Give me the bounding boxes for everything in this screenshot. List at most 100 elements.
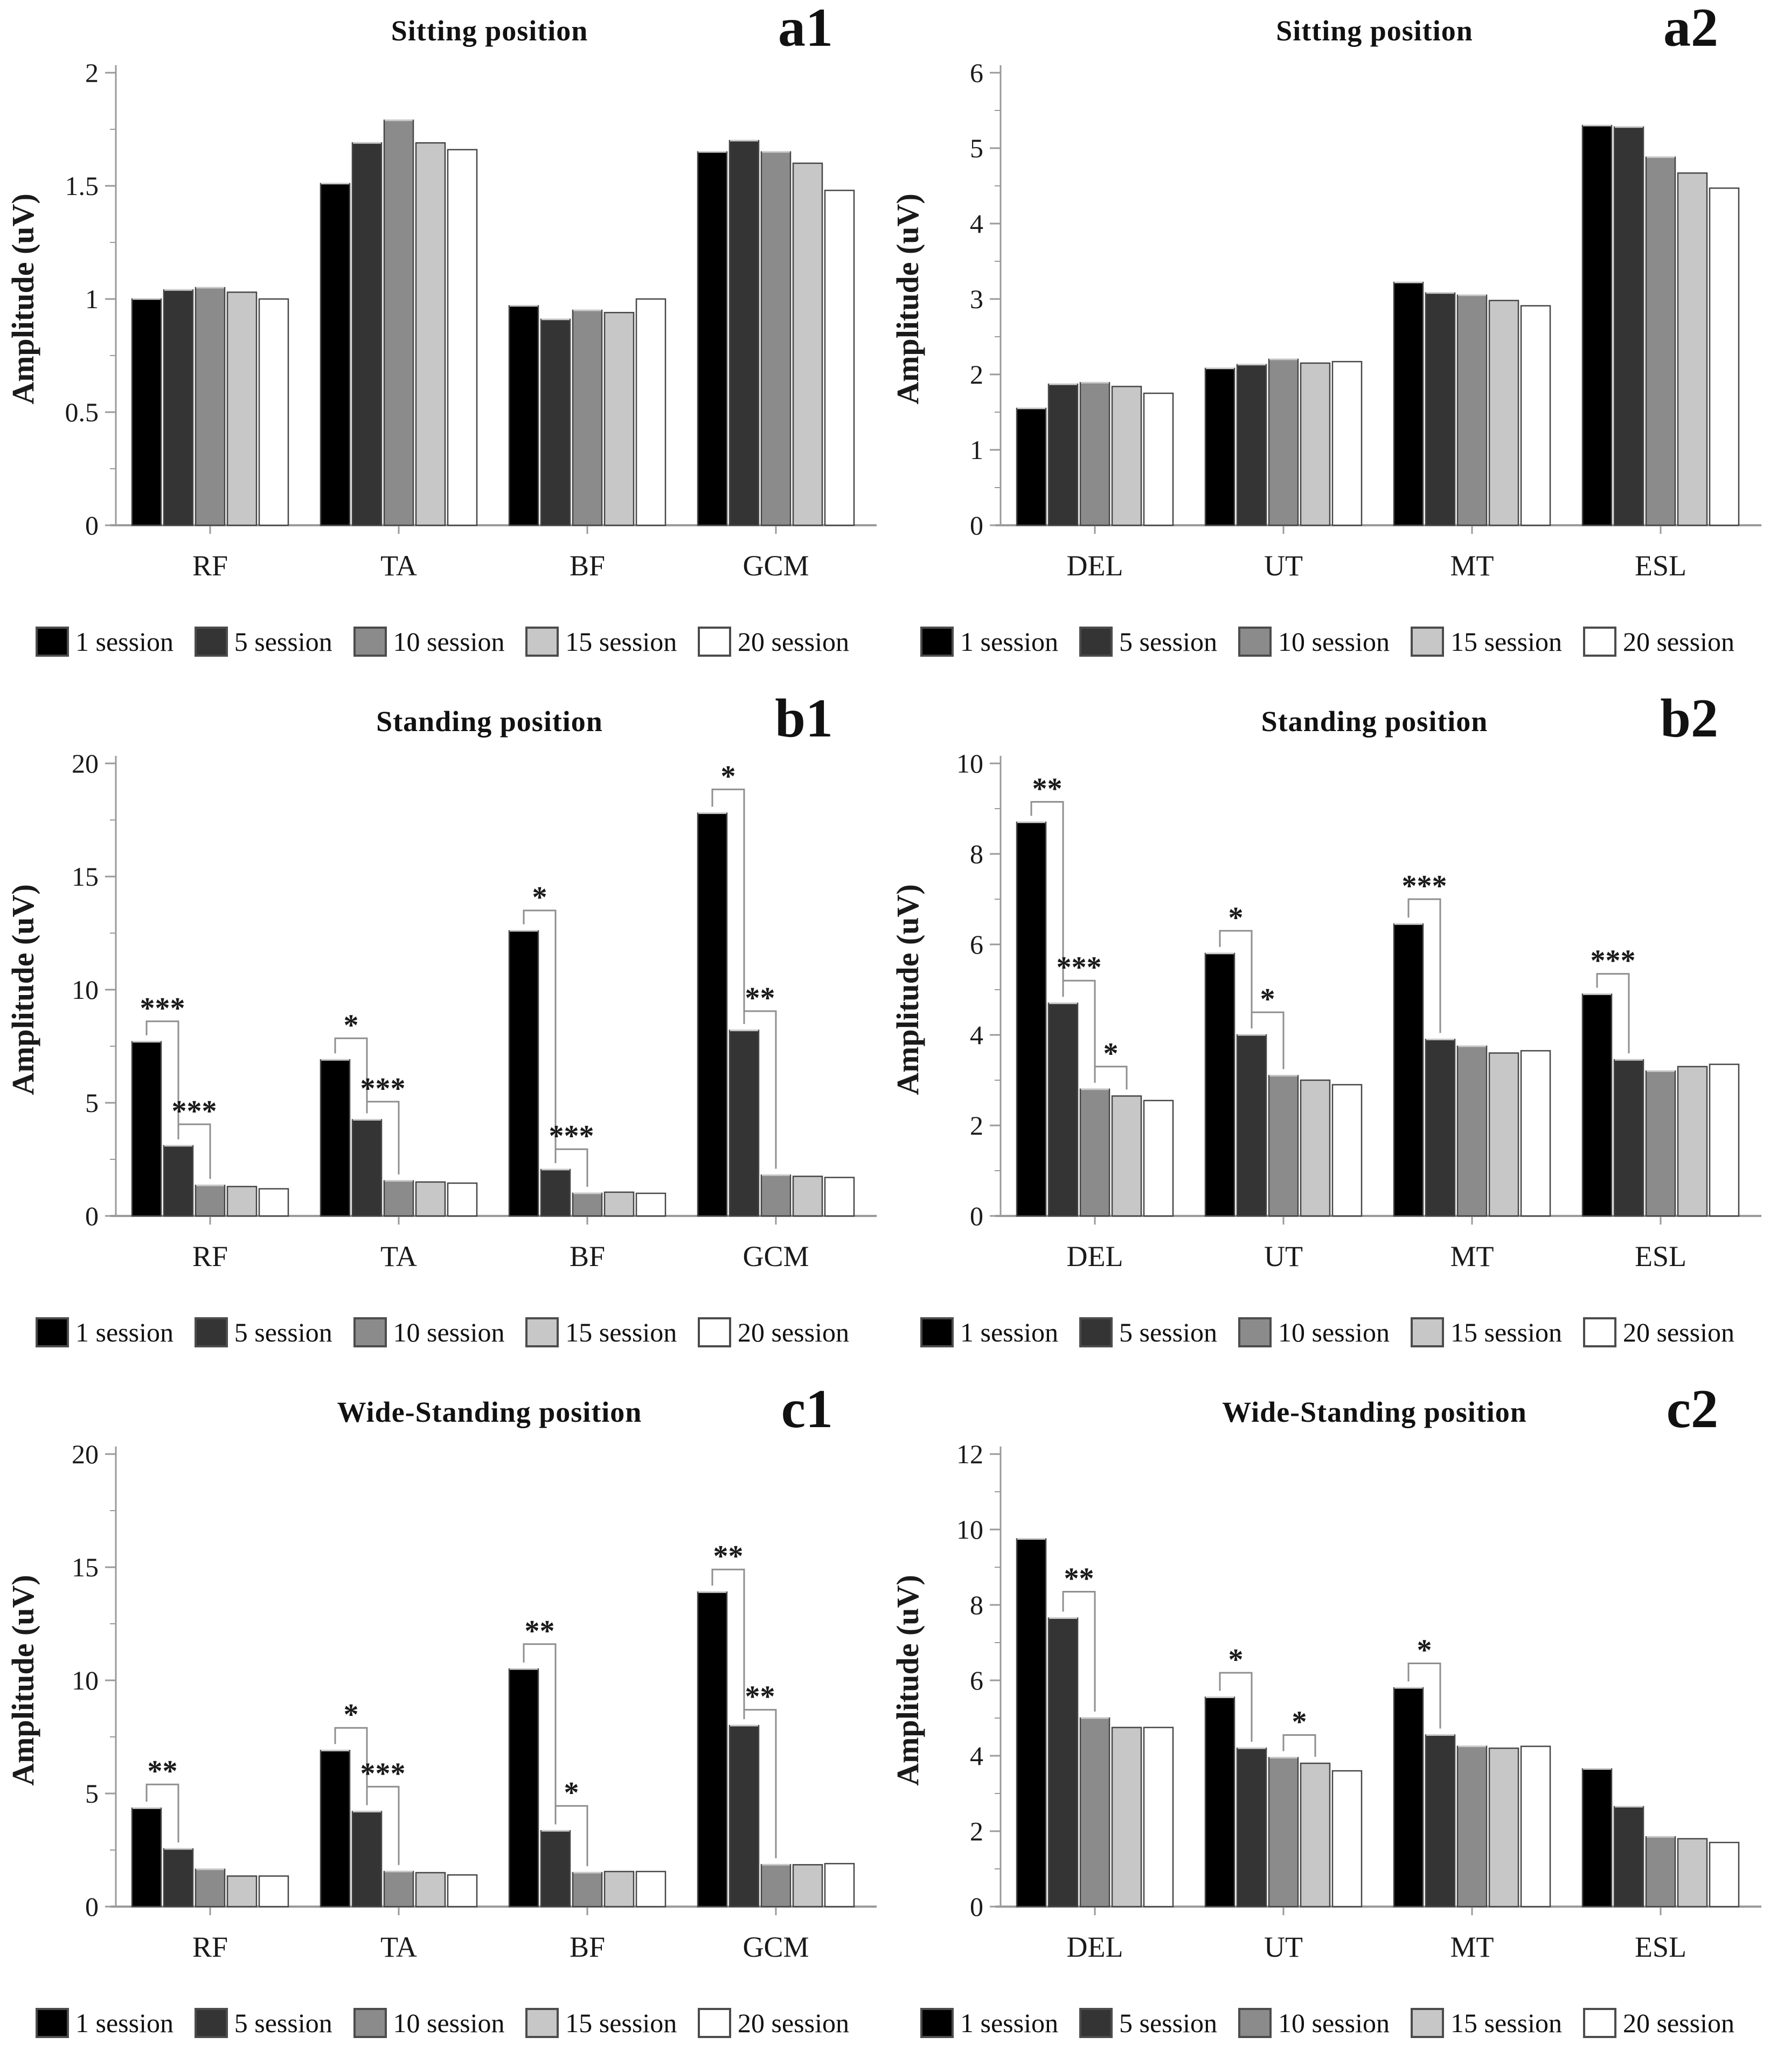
x-category-label: TA <box>380 1240 417 1273</box>
bar <box>1581 1768 1613 1908</box>
bar <box>258 298 289 526</box>
y-tick-label: 4 <box>970 1020 983 1050</box>
significance-stars: *** <box>1591 944 1636 978</box>
bar <box>163 289 194 526</box>
legend: 1 session 5 session 10 session 15 session 20… <box>885 626 1770 657</box>
significance-stars: *** <box>549 1120 594 1153</box>
legend-swatch-icon <box>1583 627 1616 657</box>
bar <box>635 1192 667 1217</box>
x-category-label: ESL <box>1635 1931 1686 1963</box>
y-axis-label: Amplitude (uV) <box>5 884 40 1095</box>
significance-bracket <box>334 1037 368 1114</box>
bar <box>1331 360 1363 526</box>
bar <box>792 162 823 526</box>
significance-stars: ** <box>1032 772 1063 805</box>
bar <box>226 1186 258 1217</box>
bar <box>1709 187 1740 526</box>
bar <box>697 812 728 1217</box>
bar <box>1581 124 1613 526</box>
bar <box>1393 281 1424 526</box>
significance-stars: * <box>1103 1037 1119 1070</box>
legend-label: 5 session <box>1119 627 1217 657</box>
significance-stars: * <box>1417 1634 1432 1667</box>
bar <box>1613 126 1644 526</box>
bar <box>1236 1747 1267 1908</box>
bar <box>1300 1079 1331 1217</box>
bar <box>540 318 571 526</box>
bar <box>635 298 667 526</box>
significance-bracket <box>1094 1066 1128 1090</box>
legend-item: 1 session <box>36 626 173 657</box>
bar <box>760 1864 792 1908</box>
legend-item: 20 session <box>1583 2007 1734 2039</box>
significance-bracket <box>145 1783 179 1842</box>
bar <box>1111 1727 1142 1908</box>
legend: 1 session 5 session 10 session 15 session 20… <box>885 1317 1770 1348</box>
bar <box>1488 1747 1519 1908</box>
legend-label: 15 session <box>565 2008 677 2038</box>
bar <box>1393 923 1424 1217</box>
bar <box>1143 1727 1174 1908</box>
legend-item: 10 session <box>353 2007 504 2039</box>
bar <box>383 1180 414 1217</box>
bar <box>1016 821 1047 1217</box>
bar <box>1111 1095 1142 1217</box>
panel-title: Wide-Standing position <box>1222 1396 1527 1428</box>
bar <box>1581 993 1613 1217</box>
bar <box>226 291 258 526</box>
legend-item: 10 session <box>353 626 505 657</box>
legend-label: 20 session <box>1623 1317 1734 1347</box>
y-tick-label: 5 <box>85 1088 99 1118</box>
bar <box>320 183 351 526</box>
bar <box>1645 1070 1676 1217</box>
legend-swatch-icon <box>1079 2008 1113 2038</box>
legend-item: 15 session <box>1411 1317 1562 1348</box>
y-axis-label: Amplitude (uV) <box>890 884 925 1095</box>
x-category-label: DEL <box>1067 550 1123 582</box>
bar <box>792 1864 823 1908</box>
legend-label: 10 session <box>393 627 505 657</box>
bar <box>1016 1538 1047 1908</box>
bar <box>572 309 603 526</box>
bar <box>1236 1034 1267 1217</box>
legend-item: 10 session <box>1238 1317 1390 1348</box>
bar <box>1709 1063 1740 1217</box>
significance-stars: *** <box>1402 870 1447 903</box>
legend-item: 1 session <box>920 1317 1058 1348</box>
legend-item: 15 session <box>525 626 677 657</box>
y-tick-label: 1.5 <box>65 171 99 201</box>
y-tick-label: 8 <box>970 1590 983 1620</box>
bar <box>351 1811 383 1908</box>
x-category-label: BF <box>570 1931 605 1963</box>
legend-swatch-icon <box>1238 1317 1272 1347</box>
legend-item: 10 session <box>1238 626 1390 657</box>
bar <box>131 1041 162 1217</box>
y-tick-label: 4 <box>970 208 983 239</box>
bar <box>1520 305 1551 526</box>
panel-label: b1 <box>775 691 833 749</box>
x-category-label: BF <box>570 550 605 582</box>
y-tick-label: 2 <box>970 359 983 390</box>
legend-label: 15 session <box>565 1317 677 1347</box>
x-category-label: DEL <box>1067 1931 1123 1963</box>
bar <box>195 1868 226 1908</box>
bar <box>1079 382 1110 526</box>
bar <box>1645 1836 1676 1908</box>
legend-swatch-icon <box>1238 2008 1272 2038</box>
significance-stars: * <box>1292 1706 1307 1739</box>
legend-item: 15 session <box>1411 626 1562 657</box>
significance-bracket <box>1251 1011 1285 1069</box>
x-category-label: GCM <box>742 1931 809 1963</box>
significance-bracket <box>554 1805 588 1866</box>
significance-stars: * <box>532 881 547 914</box>
bar <box>1204 952 1235 1217</box>
bar <box>1047 1002 1079 1217</box>
bar <box>572 1872 603 1908</box>
legend: 1 session 5 session 10 session 15 session 20… <box>0 1317 885 1348</box>
y-axis-label: Amplitude (uV) <box>5 1575 40 1786</box>
significance-stars: ** <box>713 1540 744 1573</box>
legend-swatch-icon <box>36 2008 69 2038</box>
